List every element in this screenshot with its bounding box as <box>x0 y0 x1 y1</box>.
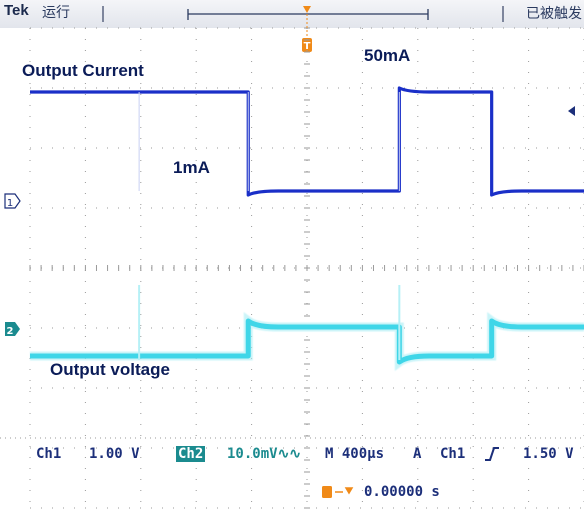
output-current-label: Output Current <box>22 61 144 80</box>
current-low-label: 1mA <box>173 158 210 177</box>
trace-layer <box>30 86 584 371</box>
ch1-trace <box>30 86 584 197</box>
ch2-name-badge: Ch2 <box>176 446 206 462</box>
rising-edge-icon <box>485 447 499 461</box>
ch2-scale: 10.0mV∿∿ <box>227 446 302 462</box>
svg-text:2: 2 <box>7 326 14 337</box>
run-status: 运行 <box>42 4 70 20</box>
record-window-indicator <box>187 9 429 20</box>
current-high-label: 50mA <box>364 46 411 65</box>
trigger-level: 1.50 V <box>523 446 574 462</box>
output-voltage-label: Output voltage <box>50 360 170 379</box>
timebase-readout: M 400µs <box>325 446 385 462</box>
brand-label: Tek <box>4 2 29 19</box>
acquisition-mode: A <box>413 446 422 462</box>
trigger-level-arrow-icon <box>568 106 575 116</box>
ch2-trace <box>30 318 584 365</box>
trigger-source: Ch1 <box>440 446 466 462</box>
svg-text:T: T <box>304 41 311 52</box>
ch1-scale: 1.00 V <box>89 446 140 462</box>
ch1-name: Ch1 <box>36 446 62 462</box>
trigger-status: 已被触发 <box>526 5 582 21</box>
trigger-position-readout: 0.00000 s <box>364 484 440 500</box>
ch2-ground-marker: 2 <box>5 322 20 337</box>
ch1-ground-marker: 1 <box>4 193 21 209</box>
graticule <box>29 27 584 509</box>
trigger-position-icon: T <box>302 6 312 52</box>
trigger-offset-icon <box>322 486 354 498</box>
svg-text:1: 1 <box>7 198 13 209</box>
